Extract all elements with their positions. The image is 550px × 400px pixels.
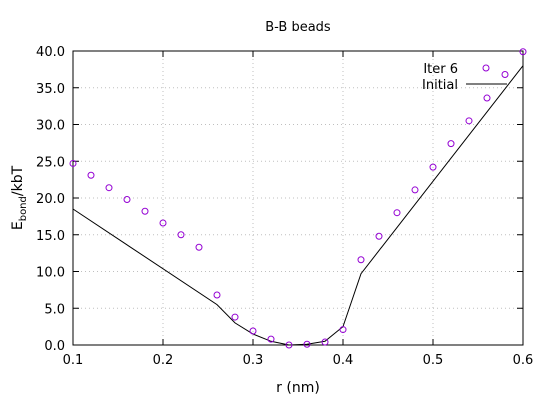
y-tick-label: 20.0: [36, 192, 65, 207]
iter6-point: [87, 171, 95, 179]
legend: Iter 6 Initial: [422, 62, 507, 93]
iter6-point: [159, 219, 167, 227]
x-tick-label: 0.5: [423, 353, 444, 368]
y-axis-label-subscript: bond: [18, 196, 29, 221]
iter6-point: [195, 243, 203, 251]
iter6-point: [375, 232, 383, 240]
axis-ticks: [72, 50, 524, 346]
y-tick-label: 0.0: [44, 339, 65, 354]
y-tick-labels: 0.0 5.0 10.0 15.0 20.0 25.0 30.0 35.0 40.0: [36, 45, 65, 354]
iter6-point: [141, 207, 149, 215]
x-axis-label: r (nm): [276, 380, 320, 396]
iter6-point: [285, 341, 293, 349]
iter6-point: [231, 313, 239, 321]
iter6-point: [321, 338, 329, 346]
iter6-point: [303, 340, 311, 348]
x-tick-label: 0.3: [243, 353, 264, 368]
iter6-point: [267, 335, 275, 343]
iter6-point: [519, 48, 527, 56]
y-tick-label: 5.0: [44, 302, 65, 317]
chart-title: B-B beads: [265, 20, 331, 35]
y-tick-label: 15.0: [36, 229, 65, 244]
y-axis-label-rest: /kbT: [10, 165, 26, 196]
iter6-point: [177, 231, 185, 239]
y-axis-label-main: E: [10, 221, 26, 230]
iter6-point: [249, 327, 257, 335]
iter6-point: [357, 256, 365, 264]
grid-lines: [73, 51, 523, 345]
x-tick-labels: 0.1 0.2 0.3 0.4 0.5 0.6: [63, 353, 534, 368]
x-tick-label: 0.4: [333, 353, 354, 368]
iter6-point: [465, 117, 473, 125]
iter6-point: [339, 326, 347, 334]
x-tick-label: 0.2: [153, 353, 174, 368]
iter6-point: [483, 94, 491, 102]
legend-marker-iter6: [482, 64, 490, 72]
iter6-point: [429, 163, 437, 171]
iter6-point: [393, 209, 401, 217]
y-tick-label: 30.0: [36, 119, 65, 134]
series-iter6-markers: [69, 48, 527, 349]
iter6-point: [501, 71, 509, 79]
iter6-point: [447, 140, 455, 148]
y-tick-label: 35.0: [36, 82, 65, 97]
y-axis-label: Ebond/kbT: [10, 165, 29, 230]
legend-label-initial: Initial: [422, 78, 458, 93]
iter6-point: [105, 184, 113, 192]
series-initial-line: [72, 65, 524, 346]
iter6-point: [213, 291, 221, 299]
x-tick-label: 0.6: [513, 353, 534, 368]
y-tick-label: 40.0: [36, 45, 65, 60]
y-tick-label: 10.0: [36, 266, 65, 281]
legend-label-iter6: Iter 6: [423, 62, 458, 77]
x-tick-label: 0.1: [63, 353, 84, 368]
iter6-point: [123, 195, 131, 203]
iter6-point: [411, 186, 419, 194]
y-tick-label: 25.0: [36, 155, 65, 170]
iter6-point: [69, 159, 77, 167]
